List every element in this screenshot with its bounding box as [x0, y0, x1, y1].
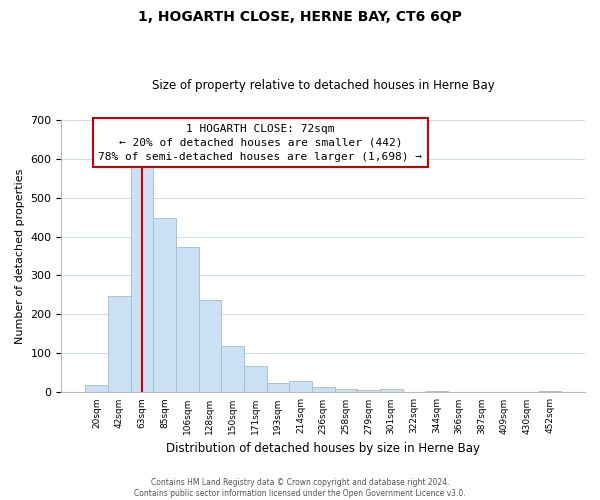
- Bar: [108, 296, 131, 392]
- Bar: [244, 366, 266, 392]
- Bar: [221, 346, 244, 393]
- Bar: [153, 218, 176, 392]
- Title: Size of property relative to detached houses in Herne Bay: Size of property relative to detached ho…: [152, 79, 494, 92]
- Text: 1 HOGARTH CLOSE: 72sqm
← 20% of detached houses are smaller (442)
78% of semi-de: 1 HOGARTH CLOSE: 72sqm ← 20% of detached…: [98, 124, 422, 162]
- Bar: [312, 388, 335, 392]
- Bar: [289, 380, 312, 392]
- Bar: [335, 388, 357, 392]
- Bar: [85, 386, 108, 392]
- Bar: [380, 388, 403, 392]
- Bar: [425, 391, 448, 392]
- Bar: [176, 248, 199, 392]
- Y-axis label: Number of detached properties: Number of detached properties: [15, 168, 25, 344]
- Text: Contains HM Land Registry data © Crown copyright and database right 2024.
Contai: Contains HM Land Registry data © Crown c…: [134, 478, 466, 498]
- Bar: [266, 384, 289, 392]
- Bar: [357, 390, 380, 392]
- X-axis label: Distribution of detached houses by size in Herne Bay: Distribution of detached houses by size …: [166, 442, 480, 455]
- Bar: [131, 162, 153, 392]
- Text: 1, HOGARTH CLOSE, HERNE BAY, CT6 6QP: 1, HOGARTH CLOSE, HERNE BAY, CT6 6QP: [138, 10, 462, 24]
- Bar: [199, 300, 221, 392]
